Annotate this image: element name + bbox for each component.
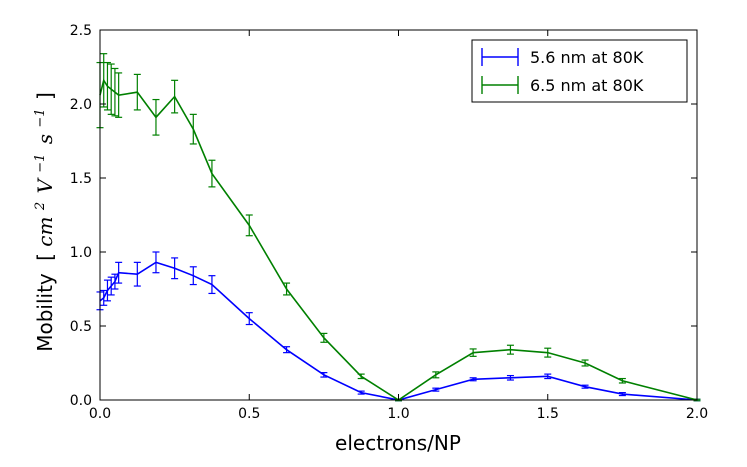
legend-label-1: 5.6 nm at 80K	[530, 48, 644, 67]
y-tick-label: 2.0	[70, 97, 92, 113]
x-tick-label: 0.0	[89, 406, 111, 422]
error-bar	[189, 113, 197, 145]
error-bar	[506, 374, 514, 381]
x-tick-label: 1.5	[537, 406, 559, 422]
y-axis-label-unit-cm: cm	[33, 217, 57, 247]
error-bar	[115, 72, 123, 118]
y-axis-label-word: Mobility	[33, 273, 57, 352]
error-bar	[320, 332, 328, 343]
error-bar	[581, 384, 589, 389]
error-bar	[432, 387, 440, 392]
error-bar	[100, 289, 108, 306]
series-2	[96, 53, 701, 402]
error-bar	[432, 371, 440, 379]
y-axis-label-exp-v: −1	[33, 154, 48, 173]
error-bar	[544, 347, 552, 358]
y-axis-label: Mobility [ cm 2 V −1 s −1 ]	[25, 92, 57, 352]
y-axis-label-unit-v: V	[33, 177, 57, 194]
error-bar	[171, 79, 179, 114]
error-bar	[357, 373, 365, 380]
y-axis-label-bracket-open: [	[33, 253, 57, 261]
y-tick-label: 2.5	[70, 23, 92, 39]
error-bar	[245, 312, 253, 326]
error-bar	[208, 159, 216, 188]
y-tick-label: 0.0	[70, 393, 92, 409]
error-bar	[544, 373, 552, 380]
legend-item-2	[481, 76, 519, 94]
legend-label-2: 6.5 nm at 80K	[530, 76, 644, 95]
series-1	[96, 251, 701, 402]
error-bar	[283, 282, 291, 296]
error-bar	[107, 276, 115, 296]
error-bar	[245, 214, 253, 237]
legend-item-1	[481, 48, 519, 66]
y-axis-label-exp-s: −1	[33, 108, 48, 127]
x-tick-label: 1.0	[387, 406, 409, 422]
error-bar	[506, 344, 514, 355]
x-tick-label: 2.0	[686, 406, 708, 422]
legend-box	[471, 39, 688, 103]
error-bar	[189, 266, 197, 286]
error-bar	[152, 251, 160, 274]
y-axis-label-exp-cm: 2	[33, 202, 48, 211]
x-axis-label: electrons/NP	[335, 431, 461, 455]
error-bar	[103, 279, 111, 302]
error-bar	[152, 98, 160, 136]
error-bar	[133, 73, 141, 111]
error-bar	[208, 275, 216, 295]
x-tick-label: 0.5	[238, 406, 260, 422]
error-bar	[469, 348, 477, 357]
y-axis-label-bracket-close: ]	[33, 92, 57, 100]
error-bar	[581, 359, 589, 367]
error-bar	[283, 346, 291, 354]
error-bar	[111, 67, 119, 117]
series-2-line	[99, 78, 698, 401]
error-bar	[469, 377, 477, 382]
error-bar	[133, 261, 141, 287]
error-bar	[107, 63, 115, 115]
error-bar	[115, 261, 123, 284]
y-tick-label: 0.5	[70, 319, 92, 335]
error-bar	[111, 273, 119, 290]
y-axis-label-unit-s: s	[33, 134, 57, 144]
error-bar	[320, 372, 328, 378]
y-tick-label: 1.5	[70, 171, 92, 187]
error-bar	[171, 257, 179, 280]
y-tick-label: 1.0	[70, 245, 92, 261]
error-bar	[100, 53, 108, 108]
error-bar	[618, 392, 626, 397]
error-bar	[618, 377, 626, 384]
error-bar	[103, 61, 111, 111]
legend: 5.6 nm at 80K 6.5 nm at 80K	[471, 39, 688, 103]
error-bar	[357, 390, 365, 395]
series-1-line	[99, 261, 698, 401]
